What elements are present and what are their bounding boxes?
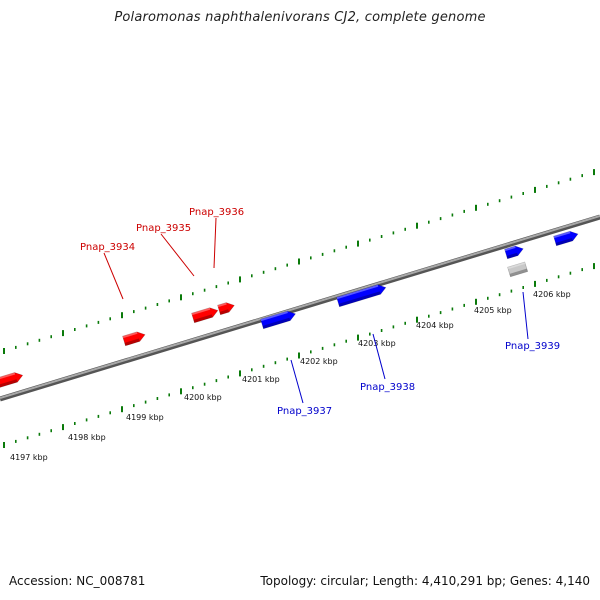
kbp-label: 4197 kbp	[10, 453, 48, 462]
genome-backbone	[0, 214, 600, 402]
kbp-label: 4205 kbp	[474, 306, 512, 315]
gene-feature-reverse[interactable]	[260, 309, 297, 330]
kbp-label: 4206 kbp	[533, 290, 571, 299]
kbp-label: 4200 kbp	[184, 393, 222, 402]
kbp-axis-labels: 4197 kbp 4198 kbp 4199 kbp 4200 kbp 4201 kbp…	[10, 290, 571, 462]
map-title: Polaromonas naphthalenivorans CJ2, compl…	[114, 10, 486, 25]
gene-label-pnap_3939[interactable]: Pnap_3939	[505, 341, 560, 352]
gene-feature-reverse[interactable]	[336, 283, 388, 308]
accession-text: Accession: NC_008781	[9, 574, 146, 588]
kbp-label: 4201 kbp	[242, 375, 280, 384]
forward-strand-ticks	[3, 169, 595, 354]
kbp-label: 4204 kbp	[416, 321, 454, 330]
gene-label-leader	[213, 217, 217, 269]
reverse-strand-ticks	[3, 263, 595, 448]
gene-label-pnap_3935[interactable]: Pnap_3935	[136, 223, 191, 234]
gene-label-leader	[160, 233, 195, 277]
gene-label-leader	[372, 333, 386, 380]
gene-label-leader	[290, 359, 304, 404]
gene-feature-forward[interactable]	[0, 370, 24, 390]
gene-feature-forward[interactable]	[122, 330, 147, 347]
gene-feature-forward[interactable]	[217, 301, 236, 316]
kbp-label: 4202 kbp	[300, 357, 338, 366]
gene-label-pnap_3934[interactable]: Pnap_3934	[80, 242, 135, 253]
gene-label-leader	[522, 291, 529, 340]
kbp-label: 4198 kbp	[68, 433, 106, 442]
gene-label-pnap_3937[interactable]: Pnap_3937	[277, 406, 332, 417]
genome-summary-text: Topology: circular; Length: 4,410,291 bp…	[260, 574, 590, 588]
gene-features	[0, 229, 580, 390]
gene-feature-other[interactable]	[507, 261, 529, 278]
gene-feature-forward[interactable]	[191, 306, 220, 324]
kbp-label: 4199 kbp	[126, 413, 164, 422]
kbp-label: 4203 kbp	[358, 339, 396, 348]
gene-label-pnap_3938[interactable]: Pnap_3938	[360, 382, 415, 393]
gene-feature-reverse[interactable]	[553, 229, 580, 247]
gene-label-pnap_3936[interactable]: Pnap_3936	[189, 207, 244, 218]
gene-feature-reverse[interactable]	[504, 244, 525, 260]
gene-label-leader	[103, 252, 124, 300]
